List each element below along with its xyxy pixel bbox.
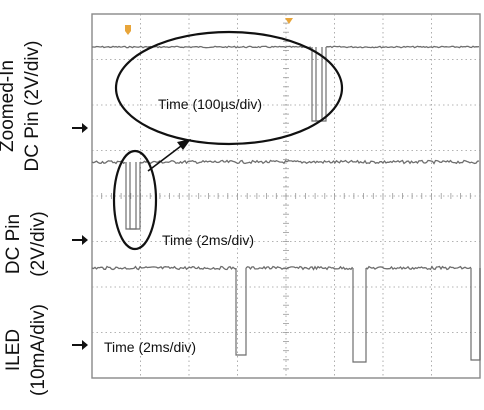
channel-arrow-dc-pin-icon: [72, 235, 88, 245]
time-position-marker-icon: [285, 18, 293, 24]
channel-arrow-iled-icon: [72, 340, 88, 350]
channel-label-dc-pin-line2: (2V/div): [28, 211, 49, 277]
zoomed-trace-pulse: [315, 47, 323, 122]
channel-label-dc-pin-line1: DC Pin: [3, 213, 24, 275]
time-label-zoomed: Time (100µs/div): [158, 96, 262, 112]
dc-pin-trace-pulse: [129, 162, 137, 230]
zoom-ellipse-large: [114, 30, 344, 146]
iled-trace-high: [245, 265, 354, 271]
zoomed-trace-high: [325, 45, 480, 49]
iled-trace-high: [91, 265, 237, 271]
iled-trace-high: [365, 265, 472, 271]
channel-label-dc-pin: DC Pin (2V/div): [3, 194, 52, 294]
channel-label-zoomed: Zoomed-In DC Pin (2V/div): [0, 26, 46, 186]
dc-pin-trace-high: [139, 159, 480, 165]
zoomed-trace-high: [92, 45, 312, 49]
channel-label-zoomed-line1: Zoomed-In: [0, 60, 18, 152]
iled-trace-pulse: [470, 268, 481, 361]
trigger-marker-icon: [125, 25, 131, 35]
dc-pin-trace-high: [91, 160, 126, 165]
channel-arrow-zoomed-icon: [72, 123, 88, 133]
scope-grid: [91, 13, 481, 379]
zoom-connector-arrowhead-icon: [177, 139, 191, 150]
scope-traces: [91, 45, 481, 363]
channel-label-iled-line2: (10mA/div): [28, 304, 49, 396]
channel-label-iled: ILED (10mA/div): [3, 292, 52, 408]
scope-annotations: [112, 30, 344, 251]
zoom-connector-line: [147, 142, 186, 172]
zoom-ellipse-small: [112, 149, 158, 251]
dc-pin-trace-pulse: [125, 162, 141, 230]
time-label-iled: Time (2ms/div): [104, 339, 196, 355]
channel-label-iled-line1: ILED: [3, 328, 24, 372]
iled-trace-pulse: [235, 268, 247, 356]
iled-trace-pulse: [352, 268, 367, 363]
time-label-dc-pin: Time (2ms/div): [162, 232, 254, 248]
channel-label-zoomed-line2: DC Pin (2V/div): [22, 40, 43, 172]
